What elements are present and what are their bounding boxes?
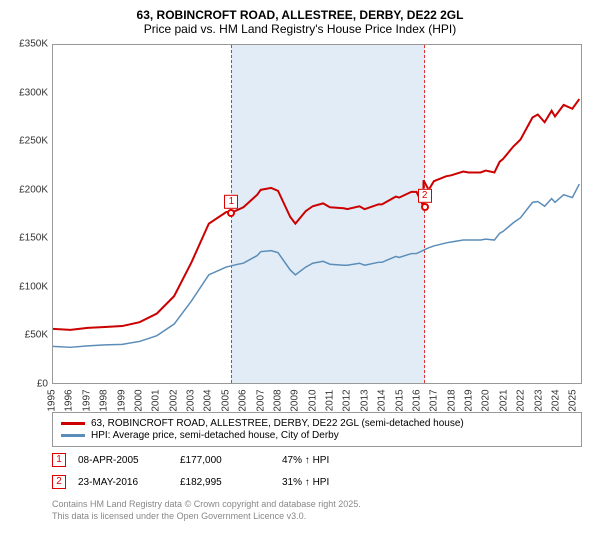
- x-tick-label: 2011: [325, 390, 336, 412]
- legend-label: HPI: Average price, semi-detached house,…: [91, 430, 339, 441]
- x-tick-label: 2018: [446, 389, 457, 411]
- chart: 12 £0£50K£100K£150K£200K£250K£300K£350K1…: [8, 40, 592, 410]
- y-tick-label: £200K: [8, 184, 48, 195]
- x-tick-label: 2005: [220, 389, 231, 411]
- legend-swatch: [61, 422, 85, 425]
- series-line: [53, 99, 579, 330]
- legend-item: 63, ROBINCROFT ROAD, ALLESTREE, DERBY, D…: [61, 418, 573, 429]
- x-tick-label: 2023: [533, 389, 544, 411]
- x-tick-label: 2019: [464, 389, 475, 411]
- x-tick-label: 2002: [168, 389, 179, 411]
- sale-date: 08-APR-2005: [78, 455, 168, 466]
- sale-dot: [227, 209, 235, 217]
- plot-area: 12: [52, 44, 582, 384]
- legend: 63, ROBINCROFT ROAD, ALLESTREE, DERBY, D…: [52, 412, 582, 447]
- y-tick-label: £350K: [8, 39, 48, 50]
- x-tick-label: 2010: [307, 389, 318, 411]
- x-tick-label: 1998: [99, 389, 110, 411]
- y-tick-label: £150K: [8, 233, 48, 244]
- legend-item: HPI: Average price, semi-detached house,…: [61, 430, 573, 441]
- x-tick-label: 2024: [550, 389, 561, 411]
- x-tick-label: 2003: [186, 389, 197, 411]
- y-tick-label: £0: [8, 379, 48, 390]
- y-tick-label: £250K: [8, 136, 48, 147]
- legend-label: 63, ROBINCROFT ROAD, ALLESTREE, DERBY, D…: [91, 418, 464, 429]
- sale-row: 1 08-APR-2005 £177,000 47% ↑ HPI: [52, 449, 582, 471]
- line-series: [53, 45, 581, 383]
- sale-price: £182,995: [180, 477, 270, 488]
- chart-subtitle: Price paid vs. HM Land Registry's House …: [8, 22, 592, 36]
- footer-attribution: Contains HM Land Registry data © Crown c…: [52, 499, 592, 522]
- sale-marker: 1: [224, 195, 238, 209]
- x-tick-label: 2006: [238, 389, 249, 411]
- x-tick-label: 2014: [377, 389, 388, 411]
- sale-dot: [421, 203, 429, 211]
- legend-swatch: [61, 434, 85, 437]
- series-line: [53, 184, 579, 347]
- x-tick-label: 1997: [81, 389, 92, 411]
- x-tick-label: 1999: [116, 389, 127, 411]
- sale-vs-hpi: 31% ↑ HPI: [282, 477, 372, 488]
- x-tick-label: 2015: [394, 389, 405, 411]
- x-tick-label: 2001: [151, 389, 162, 411]
- y-tick-label: £100K: [8, 281, 48, 292]
- x-tick-label: 2021: [498, 389, 509, 411]
- sales-table: 1 08-APR-2005 £177,000 47% ↑ HPI2 23-MAY…: [52, 449, 582, 493]
- sale-date: 23-MAY-2016: [78, 477, 168, 488]
- x-tick-label: 2009: [290, 389, 301, 411]
- sale-row-marker: 2: [52, 475, 66, 489]
- x-tick-label: 2000: [133, 389, 144, 411]
- sale-marker: 2: [418, 189, 432, 203]
- x-tick-label: 2017: [429, 389, 440, 411]
- y-tick-label: £300K: [8, 87, 48, 98]
- x-tick-label: 2016: [411, 389, 422, 411]
- sale-price: £177,000: [180, 455, 270, 466]
- x-tick-label: 2020: [481, 389, 492, 411]
- x-tick-label: 2008: [272, 389, 283, 411]
- x-tick-label: 1996: [64, 389, 75, 411]
- x-tick-label: 2022: [516, 389, 527, 411]
- x-tick-label: 2004: [203, 389, 214, 411]
- sale-row: 2 23-MAY-2016 £182,995 31% ↑ HPI: [52, 471, 582, 493]
- sale-row-marker: 1: [52, 453, 66, 467]
- y-tick-label: £50K: [8, 330, 48, 341]
- chart-title: 63, ROBINCROFT ROAD, ALLESTREE, DERBY, D…: [8, 8, 592, 22]
- sale-vs-hpi: 47% ↑ HPI: [282, 455, 372, 466]
- x-tick-label: 2012: [342, 389, 353, 411]
- x-tick-label: 2013: [359, 389, 370, 411]
- x-tick-label: 2007: [255, 389, 266, 411]
- x-tick-label: 1995: [47, 389, 58, 411]
- x-tick-label: 2025: [568, 389, 579, 411]
